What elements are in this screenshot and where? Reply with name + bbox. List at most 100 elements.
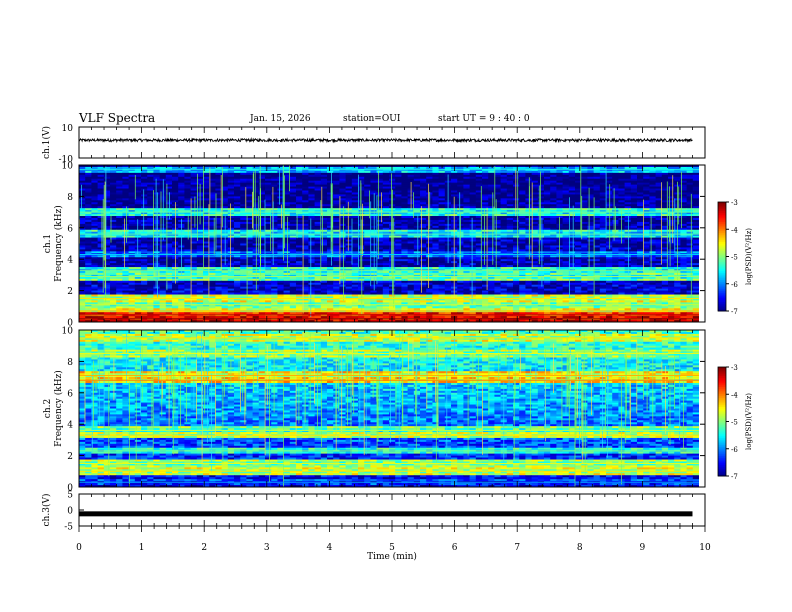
ch1-spectrogram-cell bbox=[277, 223, 284, 227]
ch1-spectrogram-cell bbox=[85, 239, 92, 242]
ch1-spectrogram-cell bbox=[345, 165, 353, 168]
ch1-spectrogram-cell bbox=[624, 249, 632, 252]
ch1-spectrogram-cell bbox=[401, 182, 408, 185]
ch1-spectrogram-cell bbox=[413, 190, 421, 193]
ch1-spectrogram-cell bbox=[358, 217, 365, 221]
ch1-spectrogram-cell bbox=[500, 194, 508, 197]
ch1-spectrogram-cell bbox=[407, 231, 415, 234]
ch1-spectrogram-cell bbox=[172, 180, 179, 183]
ch1-spectrogram-cell bbox=[333, 243, 340, 246]
ch1-spectrogram-cell bbox=[258, 237, 266, 240]
ch1-spectrogram-cell bbox=[327, 219, 334, 223]
ch1-spectrogram-cell bbox=[283, 216, 291, 219]
ch1-spectrogram-cell bbox=[444, 172, 452, 176]
ch1-spectrogram-cell bbox=[283, 241, 291, 244]
ch1-spectrogram-cell bbox=[339, 178, 346, 181]
ch1-spectrogram-cell bbox=[277, 182, 284, 185]
ch1-spectrogram-cell bbox=[630, 194, 638, 197]
ch1-spectrogram-cell bbox=[190, 204, 198, 207]
ch1-spectrogram-cell bbox=[668, 223, 675, 227]
ch1-spectrogram-cell bbox=[531, 219, 539, 223]
ch1-spectrogram-cell bbox=[339, 176, 346, 180]
ch1-spectrogram-cell bbox=[302, 235, 309, 238]
ch1-spectrogram-cell bbox=[506, 249, 514, 252]
ch1-spectrogram-cell bbox=[562, 249, 570, 252]
ch1-spectrogram-cell bbox=[655, 186, 663, 189]
ch1-spectrogram-cell bbox=[246, 172, 253, 176]
ch1-spectrogram-cell bbox=[432, 200, 439, 203]
ch1-spectrogram-cell bbox=[327, 206, 334, 209]
ch1-spectrogram-cell bbox=[91, 217, 98, 221]
ch1-spectrogram-cell bbox=[661, 182, 669, 185]
ch1-spectrogram-cell bbox=[271, 247, 278, 250]
ch1-spectrogram-cell bbox=[420, 188, 427, 191]
ch1-spectrogram-cell bbox=[686, 196, 694, 199]
ch1-spectrogram-cell bbox=[395, 235, 402, 238]
ch1-spectrogram-cell bbox=[519, 190, 526, 193]
ch1-spectrogram-cell bbox=[327, 255, 334, 258]
ch1-spectrogram-cell bbox=[196, 249, 204, 252]
ch1-spectrogram-cell bbox=[91, 204, 98, 207]
ch1-spectrogram-cell bbox=[401, 176, 408, 180]
ch1-spectrogram-cell bbox=[351, 247, 359, 250]
ch1-spectrogram-cell bbox=[110, 166, 117, 170]
ch1-spectrogram-cell bbox=[581, 202, 588, 205]
ch1-spectrogram-cell bbox=[184, 210, 191, 213]
ch1-spectrogram-cell bbox=[661, 176, 669, 180]
ch1-spectrogram-cell bbox=[327, 204, 334, 207]
ch1-spectrogram-cell bbox=[370, 196, 377, 199]
ch1-spectrogram-cell bbox=[544, 214, 551, 217]
ch1-spectrogram-cell bbox=[692, 235, 700, 238]
ch1-spectrogram-cell bbox=[258, 165, 266, 168]
ch1-spectrogram-cell bbox=[376, 237, 384, 240]
ch1-spectrogram-cell bbox=[227, 255, 235, 258]
ch1-spectrogram-cell bbox=[85, 237, 92, 240]
ch1-spectrogram-cell bbox=[370, 219, 377, 223]
ch1-spectrogram-cell bbox=[575, 247, 582, 250]
ch1-spectrogram-cell bbox=[277, 194, 284, 197]
ch1-spectrogram-cell bbox=[692, 212, 700, 215]
ch1-spectrogram-cell bbox=[395, 206, 402, 209]
ch1-spectrogram-cell bbox=[562, 166, 570, 170]
ch1-spectrogram-cell bbox=[581, 216, 588, 219]
ch1-spectrogram-cell bbox=[587, 210, 594, 213]
ch1-spectrogram-cell bbox=[537, 204, 545, 207]
ch1-spectrogram-cell bbox=[134, 255, 142, 258]
ch1-spectrogram-cell bbox=[661, 198, 669, 201]
ch1-spectrogram-cell bbox=[190, 217, 198, 221]
ch1-spectrogram-cell bbox=[494, 165, 501, 168]
ch1-spectrogram-cell bbox=[110, 221, 117, 225]
ch1-spectrogram-cell bbox=[122, 174, 129, 178]
ch1-spectrogram-cell bbox=[475, 200, 483, 203]
ch1-spectrogram-cell bbox=[438, 188, 446, 191]
ch1-spectrogram-cell bbox=[587, 219, 594, 223]
ch1-spectrogram-cell bbox=[624, 259, 632, 262]
ch1-spectrogram-cell bbox=[289, 214, 297, 217]
ch1-spectrogram-cell bbox=[122, 198, 129, 201]
ch1-spectrogram-cell bbox=[221, 214, 229, 217]
ch1-spectrogram-cell bbox=[624, 176, 632, 180]
ch1-spectrogram-cell bbox=[506, 243, 514, 246]
ch1-spectrogram-cell bbox=[277, 261, 284, 264]
ch1-spectrogram-cell bbox=[463, 239, 470, 242]
ch1-spectrogram-cell bbox=[97, 204, 105, 207]
ch1-spectrogram-cell bbox=[655, 247, 663, 250]
ch1-spectrogram-cell bbox=[556, 206, 563, 209]
ch1-spectrogram-cell bbox=[668, 245, 675, 248]
ch1-spectrogram-cell bbox=[519, 233, 526, 236]
ch1-spectrogram-cell bbox=[190, 166, 198, 170]
ch1-spectrogram-cell bbox=[438, 217, 446, 221]
ch1-spectrogram-cell bbox=[103, 229, 111, 233]
ch1-spectrogram-cell bbox=[395, 208, 402, 211]
ch1-spectrogram-cell bbox=[488, 259, 495, 262]
ch1-spectrogram-cell bbox=[550, 214, 557, 217]
ch1-spectrogram-cell bbox=[593, 204, 601, 207]
ch1-spectrogram-cell bbox=[203, 180, 210, 183]
ch1-spectrogram-cell bbox=[407, 249, 415, 252]
ch1-spectrogram-cell bbox=[79, 241, 86, 244]
ch1-spectrogram-cell bbox=[265, 227, 272, 231]
ch1-spectrogram-cell bbox=[196, 178, 204, 181]
ch1-spectrogram-cell bbox=[643, 231, 650, 234]
ch1-spectrogram-cell bbox=[382, 200, 390, 203]
ch1-spectrogram-cell bbox=[122, 204, 129, 207]
